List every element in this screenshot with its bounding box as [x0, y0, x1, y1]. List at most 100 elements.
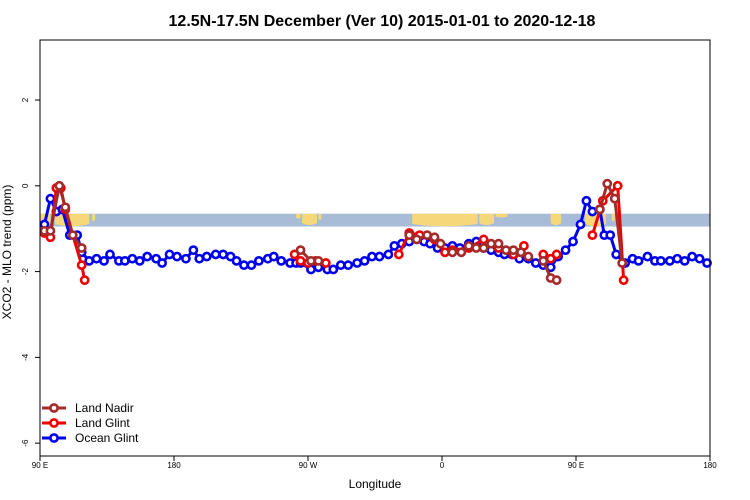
data-point	[633, 255, 644, 266]
land-region	[550, 213, 562, 225]
land-region	[611, 213, 615, 222]
legend-entry: Ocean Glint	[42, 431, 139, 445]
data-point	[523, 251, 534, 262]
data-point	[560, 245, 571, 256]
data-point	[581, 195, 592, 206]
data-point	[60, 202, 71, 213]
data-point	[231, 255, 242, 266]
land-region	[495, 213, 508, 218]
data-point	[551, 249, 562, 260]
data-point	[609, 193, 620, 204]
data-point	[383, 249, 394, 260]
x-tick-label: 90 E	[32, 461, 48, 470]
data-point	[501, 245, 511, 256]
land-region	[54, 213, 90, 227]
data-point	[411, 234, 422, 245]
land-region	[296, 213, 301, 219]
data-point	[188, 245, 199, 256]
y-tick-label: 0	[21, 183, 30, 188]
y-axis-label: XCO2 - MLO trend (ppm)	[0, 185, 14, 320]
data-point	[54, 180, 65, 191]
data-point	[429, 232, 440, 243]
data-point	[374, 251, 385, 262]
data-point	[335, 260, 346, 271]
data-point	[84, 255, 95, 266]
data-point	[587, 230, 598, 241]
data-point	[440, 247, 450, 258]
data-point	[246, 260, 257, 271]
data-point	[447, 247, 458, 258]
data-point	[642, 251, 653, 262]
data-point	[306, 255, 316, 266]
data-point	[422, 230, 433, 241]
data-point	[295, 245, 306, 256]
data-point	[239, 260, 249, 271]
data-point	[618, 275, 629, 286]
data-point	[435, 238, 446, 249]
data-point	[617, 258, 628, 268]
data-point	[45, 193, 56, 204]
data-point	[602, 178, 613, 189]
y-axis: 2 0 -2 -4 -6	[21, 97, 40, 447]
series-line	[598, 182, 624, 264]
data-point	[172, 251, 182, 262]
data-point	[478, 234, 489, 245]
data-point	[551, 275, 562, 286]
data-point	[389, 240, 400, 251]
data-point	[194, 253, 205, 264]
legend-entry: Land Nadir	[42, 401, 134, 415]
x-tick-label: 180	[703, 461, 717, 470]
y-tick-label: -2	[21, 267, 30, 275]
y-tick-label: -4	[21, 353, 30, 361]
data-point	[91, 253, 102, 264]
data-point	[164, 249, 175, 260]
data-point	[605, 230, 616, 241]
data-point	[393, 249, 404, 260]
data-point	[67, 230, 78, 241]
data-point	[611, 249, 622, 260]
legend-label: Land Glint	[75, 416, 130, 430]
land-region	[479, 213, 495, 225]
data-point	[181, 253, 191, 264]
data-point	[612, 180, 623, 191]
data-point	[568, 236, 578, 247]
x-tick-label: 90 E	[568, 461, 584, 470]
series-line	[590, 184, 626, 281]
legend-marker	[49, 433, 59, 443]
data-point	[134, 255, 145, 266]
data-point	[201, 251, 212, 262]
data-point	[672, 253, 683, 264]
data-point	[594, 204, 605, 215]
data-point	[702, 258, 712, 268]
data-point	[508, 245, 519, 256]
legend-label: Ocean Glint	[75, 431, 139, 445]
data-point	[253, 255, 264, 266]
x-tick-label: 180	[167, 461, 181, 470]
series-land-nadir	[39, 178, 628, 286]
data-point	[587, 206, 598, 217]
data-point	[538, 255, 549, 266]
data-point	[694, 253, 705, 264]
y-tick-label: -6	[21, 439, 30, 447]
data-point	[456, 247, 467, 258]
data-point	[119, 255, 130, 266]
data-point	[142, 251, 153, 262]
land-region	[318, 213, 322, 220]
x-axis: 90 E 180 90 W 0 90 E 180	[32, 456, 717, 470]
data-point	[218, 249, 229, 260]
data-point	[359, 255, 370, 266]
data-point	[276, 255, 287, 266]
x-tick-label: 0	[440, 461, 445, 470]
data-point	[664, 255, 675, 266]
data-point	[516, 247, 526, 258]
data-point	[313, 255, 324, 266]
data-point	[486, 238, 497, 249]
data-point	[367, 251, 377, 262]
data-point	[45, 225, 56, 236]
data-point	[328, 264, 339, 275]
data-point	[679, 255, 690, 266]
data-point	[157, 258, 167, 268]
ocean-band	[40, 213, 710, 227]
